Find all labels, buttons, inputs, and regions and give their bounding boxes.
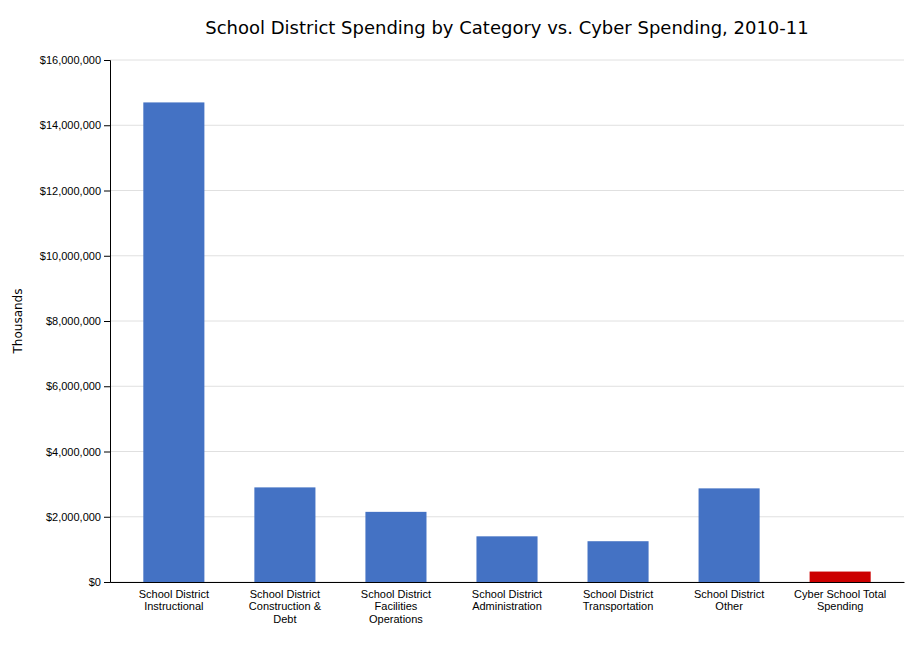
- x-axis-line: [111, 582, 905, 583]
- x-tick-label: School DistrictOther: [694, 588, 764, 613]
- y-tick-label: $4,000,000: [46, 446, 101, 458]
- y-tick: $16,000,000: [40, 54, 110, 66]
- y-tick-mark: [104, 191, 110, 192]
- y-tick-label: $8,000,000: [46, 315, 101, 327]
- y-tick: $12,000,000: [40, 185, 110, 197]
- y-tick-mark: [104, 386, 110, 387]
- x-tick-label-line: School District: [694, 588, 764, 600]
- x-tick-label: School DistrictConstruction &Debt: [249, 588, 322, 625]
- x-tick: School DistrictConstruction &Debt: [249, 588, 322, 625]
- x-tick-label-line: School District: [583, 588, 653, 600]
- y-tick-label: $16,000,000: [40, 54, 101, 66]
- y-tick: $14,000,000: [40, 119, 110, 131]
- x-tick-label-line: Construction &: [249, 600, 322, 612]
- bar: [476, 536, 537, 582]
- y-tick-label: $14,000,000: [40, 119, 101, 131]
- x-tick: School DistrictFacilitiesOperations: [361, 588, 431, 625]
- grid-line: [110, 516, 904, 517]
- grid-line: [110, 125, 904, 126]
- y-tick: $0: [89, 576, 110, 588]
- grid-line: [110, 255, 904, 256]
- x-tick-label-line: Transportation: [583, 600, 654, 612]
- y-axis: $0 $2,000,000 $4,000,000 $6,000,000 $8,000,0…: [40, 54, 111, 588]
- y-tick-label: $12,000,000: [40, 185, 101, 197]
- grid: [110, 60, 904, 582]
- bar: [254, 487, 315, 582]
- y-tick-mark: [104, 125, 110, 126]
- bars: [143, 102, 870, 582]
- title: School District Spending by Category vs.…: [205, 17, 808, 38]
- y-tick-mark: [104, 60, 110, 61]
- x-tick-label: School DistrictFacilitiesOperations: [361, 588, 431, 625]
- grid-line: [110, 451, 904, 452]
- y-tick-mark: [104, 321, 110, 322]
- x-tick-label: School DistrictTransportation: [583, 588, 654, 613]
- x-tick-label-line: Spending: [817, 600, 864, 612]
- y-tick-mark: [104, 452, 110, 453]
- plot: $0 $2,000,000 $4,000,000 $6,000,000 $8,000,0…: [40, 54, 905, 625]
- y-tick-label: $10,000,000: [40, 250, 101, 262]
- grid-line: [110, 386, 904, 387]
- x-tick: School DistrictOther: [694, 588, 764, 613]
- y-tick-label: $6,000,000: [46, 380, 101, 392]
- chart: $0 $2,000,000 $4,000,000 $6,000,000 $8,000,0…: [0, 0, 924, 662]
- x-tick-label-line: Debt: [273, 613, 296, 625]
- x-tick-label-line: Other: [715, 600, 743, 612]
- x-tick-label-line: School District: [250, 588, 320, 600]
- bar: [365, 512, 426, 582]
- y-tick: $10,000,000: [40, 250, 110, 262]
- x-tick-label-line: School District: [361, 588, 431, 600]
- x-tick: School DistrictTransportation: [583, 588, 654, 613]
- y-axis-line: [104, 61, 111, 583]
- x-tick: School DistrictAdministration: [472, 588, 542, 613]
- x-tick-label: Cyber School TotalSpending: [794, 588, 886, 613]
- bar: [699, 488, 760, 582]
- y-tick-mark: [104, 582, 110, 583]
- y-tick: $4,000,000: [46, 446, 110, 458]
- x-tick-label-line: Instructional: [144, 600, 203, 612]
- x-tick-label-line: Operations: [369, 613, 423, 625]
- x-tick-label-line: School District: [139, 588, 209, 600]
- x-tick-label-line: Administration: [472, 600, 542, 612]
- x-tick-label-line: Cyber School Total: [794, 588, 886, 600]
- y-axis-title: Thousands: [11, 289, 25, 355]
- x-tick-label: School DistrictInstructional: [139, 588, 209, 613]
- grid-line: [110, 321, 904, 322]
- grid-line: [110, 190, 904, 191]
- x-axis: School DistrictInstructionalSchool Distr…: [111, 583, 905, 626]
- x-tick-label-line: School District: [472, 588, 542, 600]
- x-tick: Cyber School TotalSpending: [794, 588, 886, 613]
- y-tick-label: $0: [89, 576, 101, 588]
- x-tick-label-line: Facilities: [375, 600, 418, 612]
- x-tick-label: School DistrictAdministration: [472, 588, 542, 613]
- y-tick: $6,000,000: [46, 380, 110, 392]
- bar: [810, 572, 871, 582]
- y-tick: $2,000,000: [46, 511, 110, 523]
- x-tick: School DistrictInstructional: [139, 588, 209, 613]
- y-tick-mark: [104, 517, 110, 518]
- bar: [588, 541, 649, 582]
- bar: [143, 102, 204, 582]
- y-tick-label: $2,000,000: [46, 511, 101, 523]
- grid-line: [110, 60, 904, 61]
- y-tick-mark: [104, 256, 110, 257]
- y-tick: $8,000,000: [46, 315, 110, 327]
